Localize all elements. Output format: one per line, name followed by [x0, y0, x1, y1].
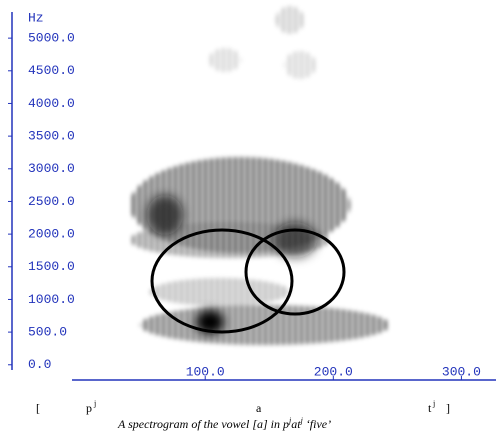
x-tick-label: 300.0	[442, 364, 481, 379]
y-axis-label: Hz	[28, 10, 44, 25]
y-tick-label: 2000.0	[28, 227, 75, 242]
x-tick-label: 100.0	[186, 364, 225, 379]
y-tick-label: 4000.0	[28, 96, 75, 111]
caption-part: A spectrogram of the vowel [a] in p	[117, 417, 289, 431]
y-tick-label: 1000.0	[28, 292, 75, 307]
transcription: [	[36, 401, 40, 415]
transcription: j	[93, 399, 96, 408]
transcription: t	[428, 401, 432, 415]
y-tick-label: 3000.0	[28, 161, 75, 176]
transcription: p	[86, 401, 92, 415]
y-tick-label: 0.0	[28, 357, 51, 372]
y-tick-label: 5000.0	[28, 31, 75, 46]
spectrogram	[130, 6, 390, 345]
transcription: j	[432, 399, 435, 408]
y-tick-label: 500.0	[28, 325, 67, 340]
y-tick-label: 2500.0	[28, 194, 75, 209]
caption-part: ‘five’	[303, 417, 331, 431]
y-tick-label: 3500.0	[28, 129, 75, 144]
transcription: ]	[446, 401, 450, 415]
figure: Hz [ p j a t j ] A spectrogram of the vo…	[0, 0, 496, 434]
y-tick-label: 1500.0	[28, 259, 75, 274]
x-tick-label: 200.0	[314, 364, 353, 379]
transcription: a	[256, 401, 262, 415]
y-tick-label: 4500.0	[28, 63, 75, 78]
caption: A spectrogram of the vowel [a] in pjatj …	[117, 416, 331, 431]
